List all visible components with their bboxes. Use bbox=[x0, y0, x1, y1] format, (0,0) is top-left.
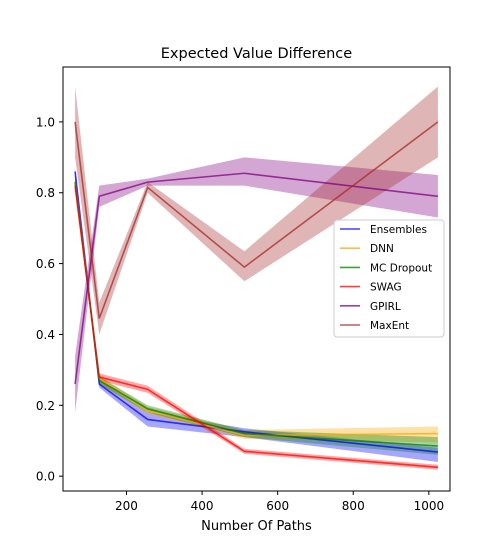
legend-label-maxent: MaxEnt bbox=[370, 320, 409, 332]
x-tick-label: 600 bbox=[266, 499, 289, 513]
legend-label-gpirl: GPIRL bbox=[370, 301, 401, 313]
x-axis: 200 400 600 800 1000 bbox=[115, 491, 444, 513]
y-tick-label: 0.0 bbox=[36, 470, 55, 484]
legend-label-mc-dropout: MC Dropout bbox=[370, 262, 432, 274]
legend[interactable]: Ensembles DNN MC Dropout SWAG GPIRL MaxEnt bbox=[333, 219, 445, 338]
y-tick-label: 1.0 bbox=[36, 115, 55, 129]
x-tick-label: 1000 bbox=[414, 499, 445, 513]
plot-area-frame bbox=[62, 66, 451, 492]
legend-label-swag: SWAG bbox=[370, 282, 402, 294]
x-axis-label: Number Of Paths bbox=[201, 519, 312, 534]
chart-title: Expected Value Difference bbox=[161, 46, 353, 62]
legend-frame bbox=[333, 219, 445, 338]
legend-label-ensembles: Ensembles bbox=[370, 224, 427, 236]
y-tick-label: 0.2 bbox=[36, 399, 55, 413]
gpirl-band bbox=[75, 157, 438, 413]
legend-label-dnn: DNN bbox=[370, 243, 394, 255]
y-tick-label: 0.6 bbox=[36, 257, 55, 271]
confidence-bands bbox=[75, 86, 438, 470]
series-lines bbox=[74, 121, 439, 469]
swag-line bbox=[74, 185, 438, 469]
y-tick-label: 0.8 bbox=[36, 186, 55, 200]
x-tick-label: 400 bbox=[191, 499, 214, 513]
x-tick-label: 200 bbox=[115, 499, 138, 513]
maxent-line bbox=[74, 121, 439, 319]
y-axis: 0.0 0.2 0.4 0.6 0.8 1.0 bbox=[36, 115, 63, 484]
x-tick-label: 800 bbox=[342, 499, 365, 513]
y-tick-label: 0.4 bbox=[36, 328, 55, 342]
